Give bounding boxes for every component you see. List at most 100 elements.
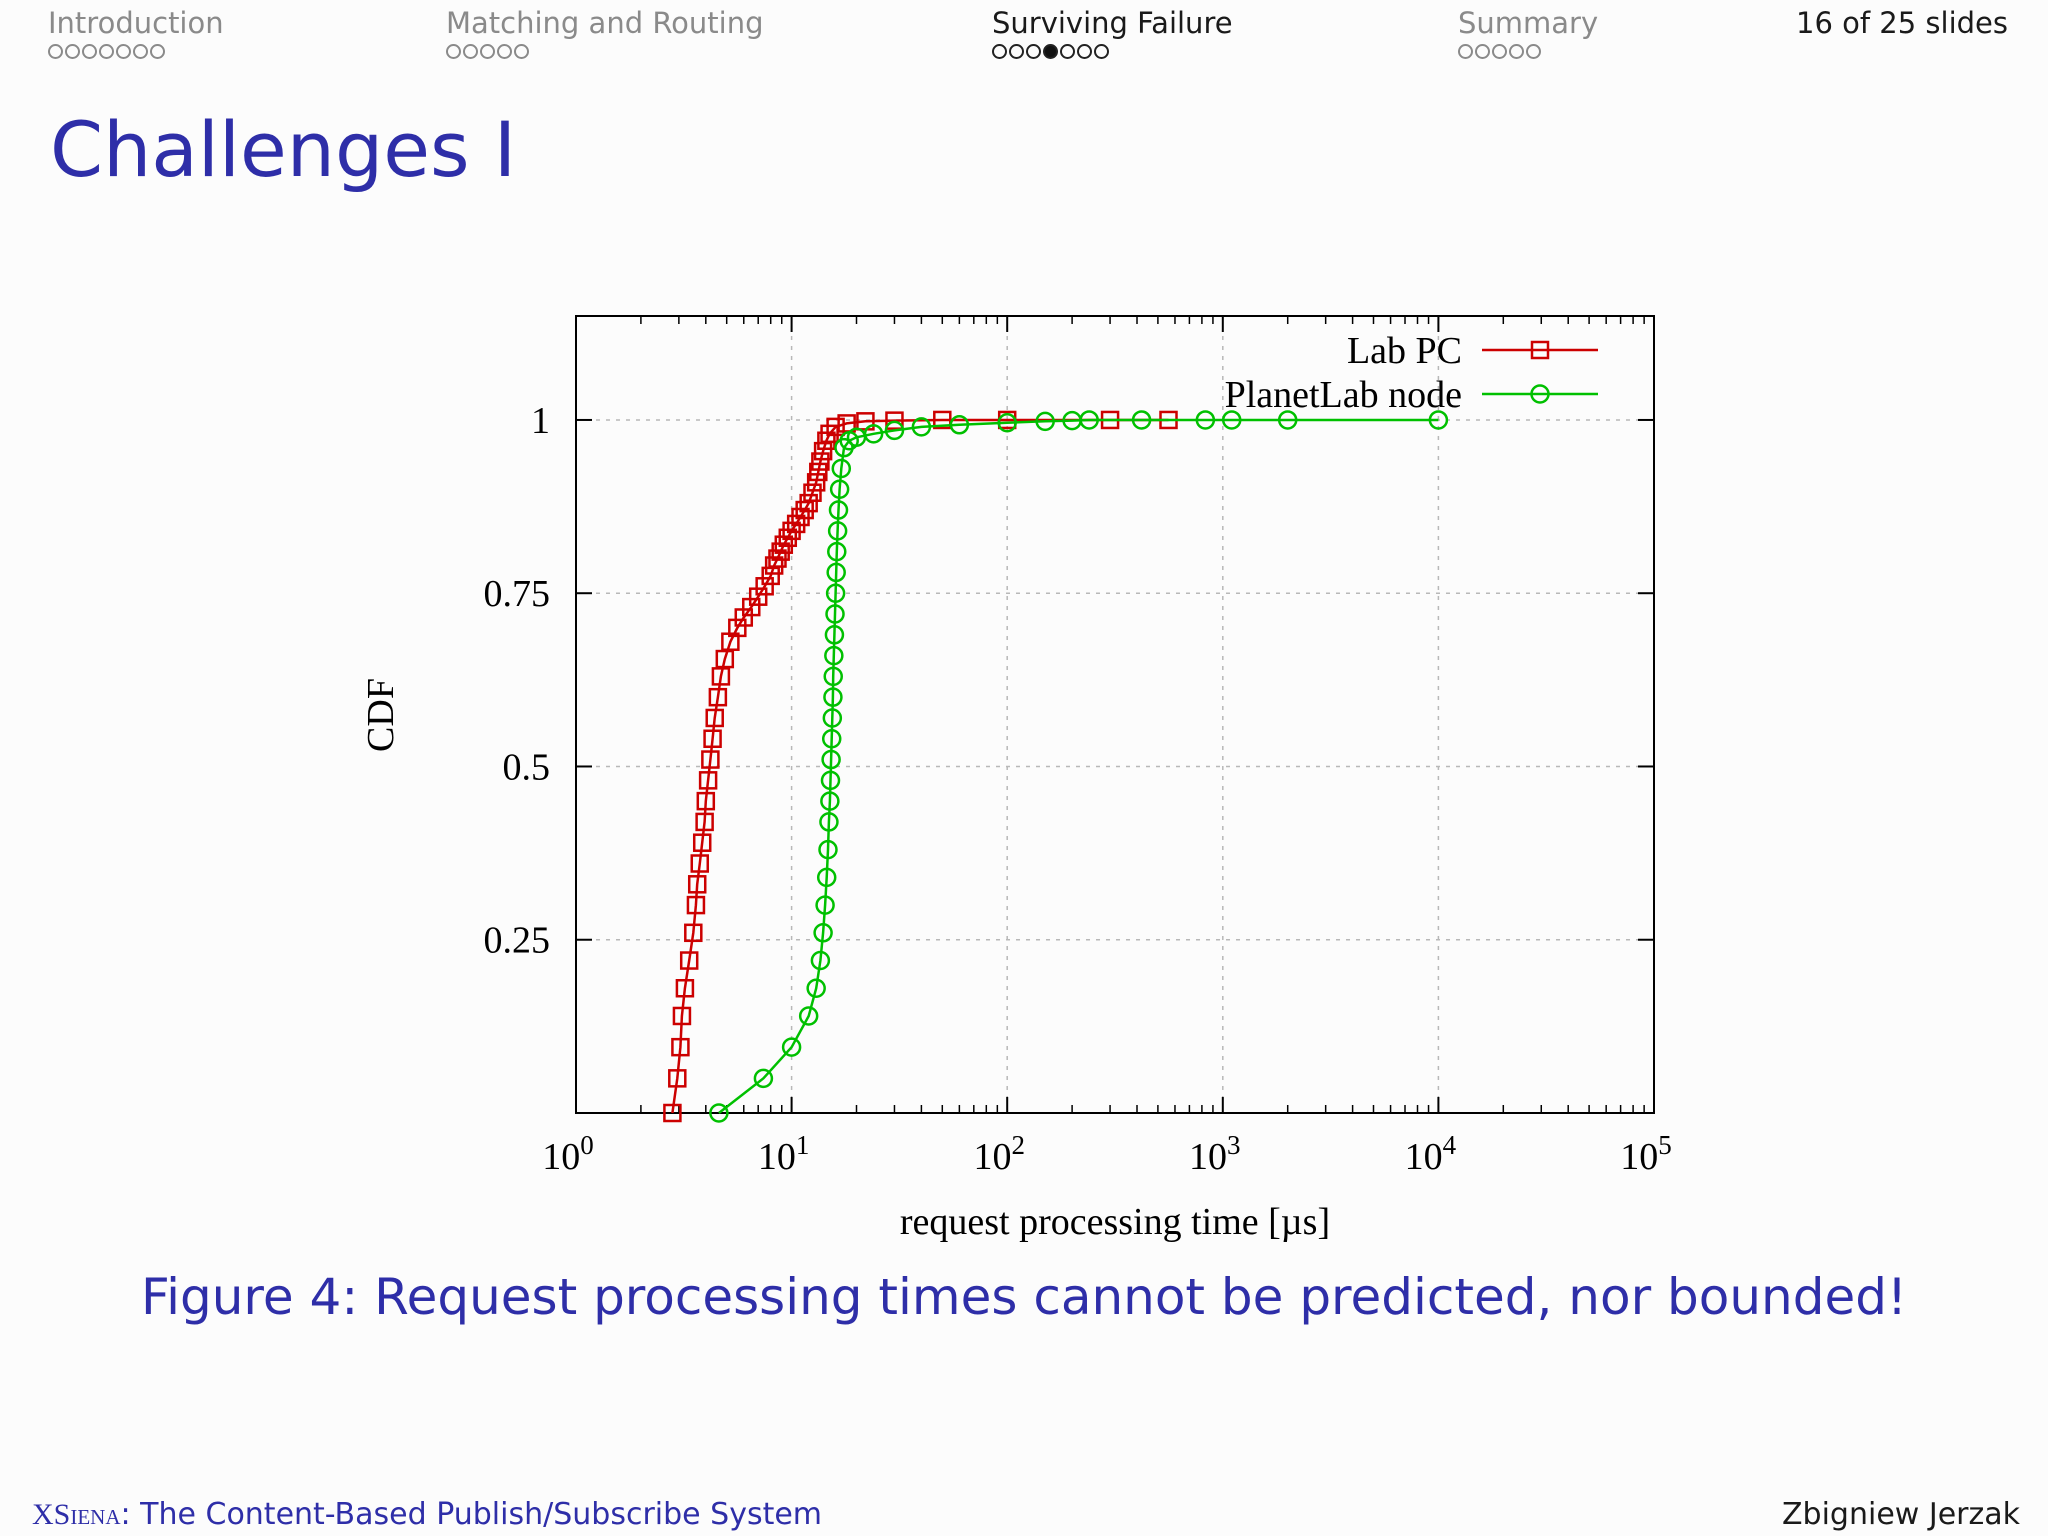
data-point-planetlab: [709, 1103, 729, 1123]
nav-section-surviving-failure[interactable]: Surviving Failure: [992, 6, 1233, 59]
data-point-planetlab: [1195, 410, 1216, 430]
x-tick-exponent: 2: [1011, 1130, 1024, 1160]
data-point-planetlab: [819, 812, 839, 832]
nav-dot[interactable]: [1458, 44, 1473, 59]
nav-section-matching-routing[interactable]: Matching and Routing: [446, 6, 764, 59]
nav-dot[interactable]: [65, 44, 80, 59]
data-point-lab-pc: [671, 1037, 690, 1057]
data-point-lab-pc: [748, 587, 768, 606]
data-point-lab-pc: [696, 791, 716, 811]
x-tick-label: 105: [1620, 1130, 1672, 1178]
nav-dot[interactable]: [992, 44, 1007, 59]
nav-dot[interactable]: [497, 44, 512, 59]
legend-label-planetlab: PlanetLab node: [1225, 374, 1462, 416]
nav-dot[interactable]: [1026, 44, 1041, 59]
nav-dot[interactable]: [1060, 44, 1075, 59]
chart-grid: [576, 316, 1654, 1113]
nav-dots[interactable]: [48, 44, 224, 59]
slide-counter: 16 of 25 slides: [1796, 6, 2008, 40]
data-point-planetlab: [824, 645, 844, 666]
x-tick-label: 100: [542, 1130, 594, 1178]
nav-dot[interactable]: [1009, 44, 1024, 59]
nav-dot[interactable]: [150, 44, 165, 59]
nav-dot[interactable]: [1526, 44, 1541, 59]
nav-dots[interactable]: [446, 44, 764, 59]
data-point-planetlab: [826, 562, 846, 583]
nav-dots[interactable]: [1458, 44, 1598, 59]
data-point-planetlab: [781, 1037, 802, 1057]
nav-section-label: Summary: [1458, 6, 1599, 40]
data-point-planetlab: [806, 978, 826, 999]
nav-dot[interactable]: [480, 44, 495, 59]
series-lab-pc: [663, 410, 1178, 1123]
x-tick-exponent: 0: [580, 1130, 594, 1160]
x-tick-label: 101: [758, 1130, 810, 1178]
x-tick-label: 102: [973, 1130, 1024, 1178]
data-point-lab-pc: [715, 649, 735, 669]
data-point-lab-pc: [705, 708, 724, 728]
nav-dot[interactable]: [116, 44, 131, 59]
data-point-lab-pc: [675, 979, 695, 998]
data-point-lab-pc: [711, 667, 731, 686]
data-point-lab-pc: [686, 895, 706, 915]
nav-dot[interactable]: [99, 44, 114, 59]
data-point-planetlab: [816, 867, 837, 888]
x-tick-exponent: 1: [796, 1130, 810, 1160]
nav-dots[interactable]: [992, 44, 1233, 59]
y-tick-label: 0.25: [484, 920, 551, 962]
data-point-planetlab: [1079, 410, 1099, 430]
data-point-planetlab: [1530, 384, 1550, 404]
data-point-planetlab: [1428, 410, 1449, 430]
data-point-planetlab: [1221, 410, 1242, 430]
footer-title: XSiena: The Content-Based Publish/Subscr…: [32, 1497, 822, 1532]
nav-section-summary[interactable]: Summary: [1458, 6, 1598, 59]
data-point-lab-pc: [668, 1069, 687, 1088]
nav-section-introduction[interactable]: Introduction: [48, 6, 224, 59]
data-point-lab-pc: [698, 771, 718, 790]
frame-title: Challenges I: [50, 105, 517, 194]
nav-dot[interactable]: [514, 44, 529, 59]
data-point-planetlab: [815, 895, 835, 915]
nav-dot[interactable]: [1043, 44, 1058, 59]
nav-dot[interactable]: [48, 44, 63, 59]
data-point-lab-pc: [806, 473, 826, 492]
data-point-planetlab: [1035, 411, 1055, 432]
data-point-lab-pc: [687, 875, 707, 894]
x-tick-exponent: 3: [1227, 1130, 1241, 1160]
data-point-planetlab: [798, 1006, 819, 1026]
nav-dot[interactable]: [133, 44, 148, 59]
data-point-planetlab: [823, 666, 843, 687]
plot-frame: [575, 315, 1655, 1114]
data-point-planetlab: [825, 583, 846, 603]
nav-section-label: Matching and Routing: [446, 6, 764, 40]
data-point-lab-pc: [799, 493, 818, 513]
data-point-planetlab: [813, 923, 833, 943]
nav-dot[interactable]: [1077, 44, 1092, 59]
data-point-planetlab: [824, 625, 845, 645]
data-point-lab-pc: [1530, 340, 1550, 360]
chart-series: [663, 410, 1449, 1123]
nav-section-label: Surviving Failure: [992, 6, 1233, 40]
data-point-lab-pc: [690, 854, 710, 873]
data-point-lab-pc: [761, 566, 780, 586]
nav-dot[interactable]: [1509, 44, 1524, 59]
series-planetlab: [709, 410, 1449, 1123]
data-point-planetlab: [753, 1068, 774, 1089]
data-point-planetlab: [822, 708, 843, 728]
data-point-planetlab: [827, 521, 848, 541]
data-point-planetlab: [831, 458, 852, 479]
nav-dot[interactable]: [446, 44, 461, 59]
line-planetlab: [718, 418, 1439, 1114]
nav-dot[interactable]: [463, 44, 478, 59]
nav-dot[interactable]: [82, 44, 97, 59]
nav-dot[interactable]: [1475, 44, 1490, 59]
nav-dot[interactable]: [1094, 44, 1109, 59]
data-point-lab-pc: [692, 833, 712, 852]
data-point-planetlab: [825, 604, 845, 624]
x-axis-label: request processing time [µs]: [900, 1201, 1330, 1243]
data-point-planetlab: [810, 950, 831, 971]
data-point-planetlab: [828, 500, 849, 520]
nav-dot[interactable]: [1492, 44, 1507, 59]
